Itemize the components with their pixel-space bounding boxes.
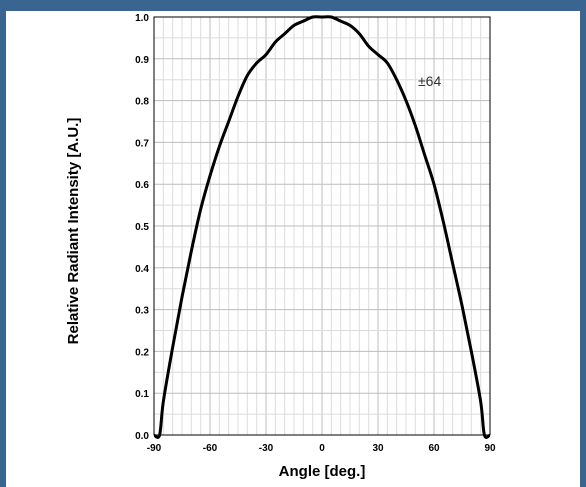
y-tick-label: 0.8	[135, 97, 149, 108]
x-tick-label: 60	[428, 443, 440, 454]
x-axis-title: Angle [deg.]	[279, 463, 366, 480]
y-tick-label: 0.9	[135, 55, 149, 66]
x-tick-label: -30	[259, 443, 274, 454]
annotation-label: ±64	[418, 73, 441, 89]
y-tick-label: 0.3	[135, 306, 149, 317]
y-tick-label: 0.1	[135, 389, 149, 400]
x-tick-label: -60	[203, 443, 218, 454]
grid	[153, 16, 491, 436]
plot-border	[153, 16, 491, 436]
y-axis-title: Relative Radiant Intensity [A.U.]	[65, 118, 82, 345]
y-tick-label: 0.4	[135, 264, 149, 275]
x-tick-label: 0	[319, 443, 325, 454]
y-tick-label: 0.6	[135, 180, 149, 191]
y-tick-label: 1.0	[135, 13, 149, 24]
x-tick-label: 30	[372, 443, 384, 454]
y-tick-label: 0.2	[135, 347, 149, 358]
y-tick-label: 0.7	[135, 138, 149, 149]
x-tick-label: -90	[147, 443, 162, 454]
y-tick-label: 0.5	[135, 222, 149, 233]
x-tick-label: 90	[484, 443, 496, 454]
y-tick-label: 0.0	[135, 431, 149, 442]
tick-labels: -90 -60 -30 0 30 60 90 0.0 0.1 0.2 0.3 0.4 0.5 0.6 0.7…	[135, 13, 496, 454]
